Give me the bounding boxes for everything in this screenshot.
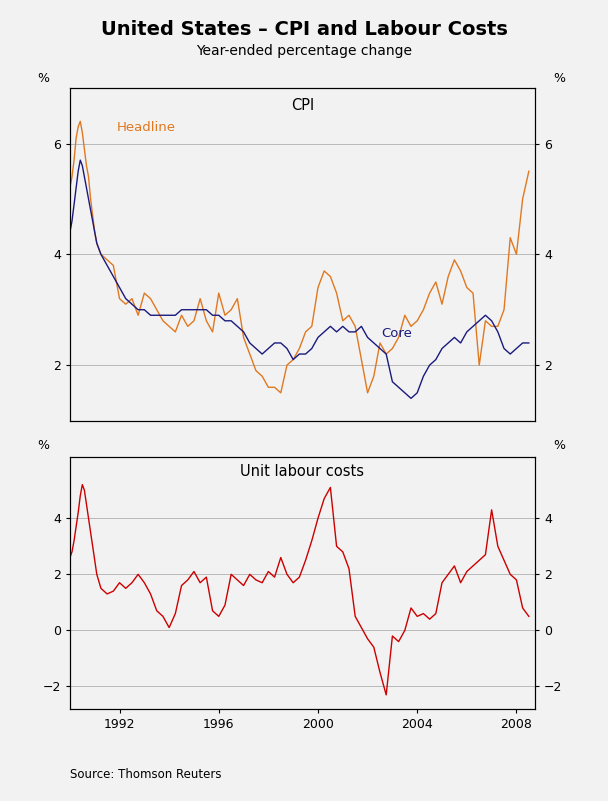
- Text: CPI: CPI: [291, 98, 314, 113]
- Text: United States – CPI and Labour Costs: United States – CPI and Labour Costs: [100, 20, 508, 39]
- Text: Headline: Headline: [116, 121, 176, 135]
- Text: Core: Core: [382, 328, 412, 340]
- Text: %: %: [554, 72, 565, 85]
- Text: Year-ended percentage change: Year-ended percentage change: [196, 44, 412, 58]
- Text: %: %: [37, 438, 49, 452]
- Text: Source: Thomson Reuters: Source: Thomson Reuters: [70, 768, 221, 781]
- Text: %: %: [554, 438, 565, 452]
- Text: Unit labour costs: Unit labour costs: [241, 464, 364, 479]
- Text: %: %: [37, 72, 49, 85]
